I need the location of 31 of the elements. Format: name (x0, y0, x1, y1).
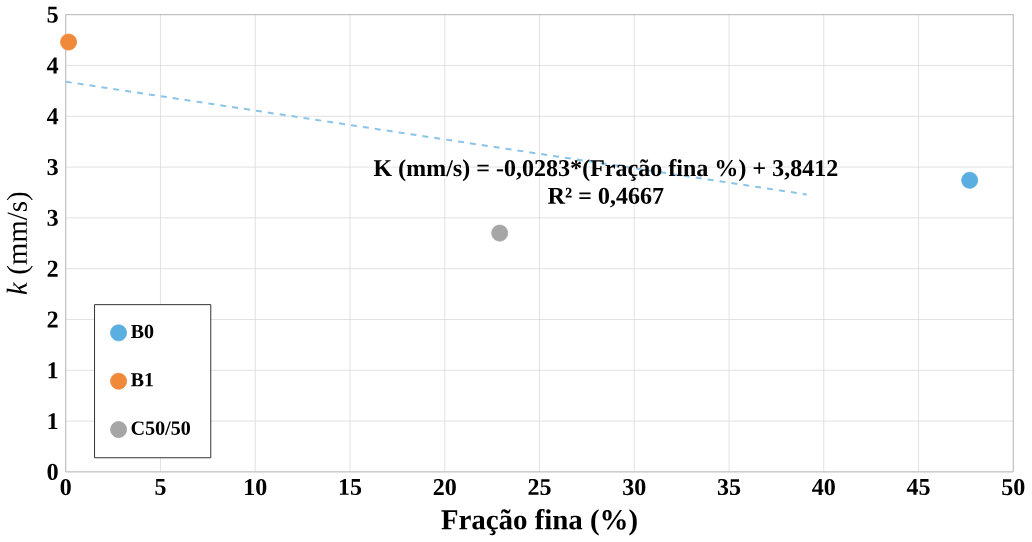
y-tick-label: 3 (47, 209, 58, 226)
x-tick-label: 0 (60, 478, 71, 496)
y-tick-label: 1 (48, 362, 58, 379)
x-tick-label: 25 (528, 478, 551, 496)
point (961, 171, 979, 189)
annotation: R² = 0,4667 (548, 187, 664, 208)
x-tick-label: 15 (339, 478, 362, 496)
x-tick-label: 40 (812, 478, 835, 496)
x-axis-title: Fração fina (%) (441, 508, 637, 536)
x-tick-label: 30 (623, 478, 646, 496)
legend-label: C50/50 (131, 421, 190, 435)
y-tick-label: 2 (47, 260, 58, 277)
x-tick-label: 45 (906, 478, 930, 495)
annotation: K (mm/s) = -0,0283*(Fração fina %) + 3,8412 (373, 159, 838, 182)
x-tick-label: 20 (433, 478, 456, 496)
y-tick-label: 4 (46, 57, 59, 74)
y-tick-label: 4 (46, 108, 59, 125)
y-axis-title: k (mm/s) (6, 192, 33, 295)
y-tick-label: 2 (47, 311, 58, 328)
y-tick-label: 3 (47, 158, 58, 176)
y-tick-label: 5 (47, 6, 58, 23)
x-tick-label: 5 (155, 478, 166, 495)
y-tick-label: 0 (47, 463, 58, 480)
x-tick-label: 10 (245, 478, 267, 496)
x-tick-label: 35 (717, 478, 741, 496)
x-tick-label: 50 (1002, 478, 1025, 496)
legend-label: B1 (130, 373, 153, 387)
y-tick-label: 1 (48, 413, 58, 429)
legend-label: B0 (130, 324, 154, 339)
point (491, 224, 509, 242)
point (60, 33, 77, 51)
